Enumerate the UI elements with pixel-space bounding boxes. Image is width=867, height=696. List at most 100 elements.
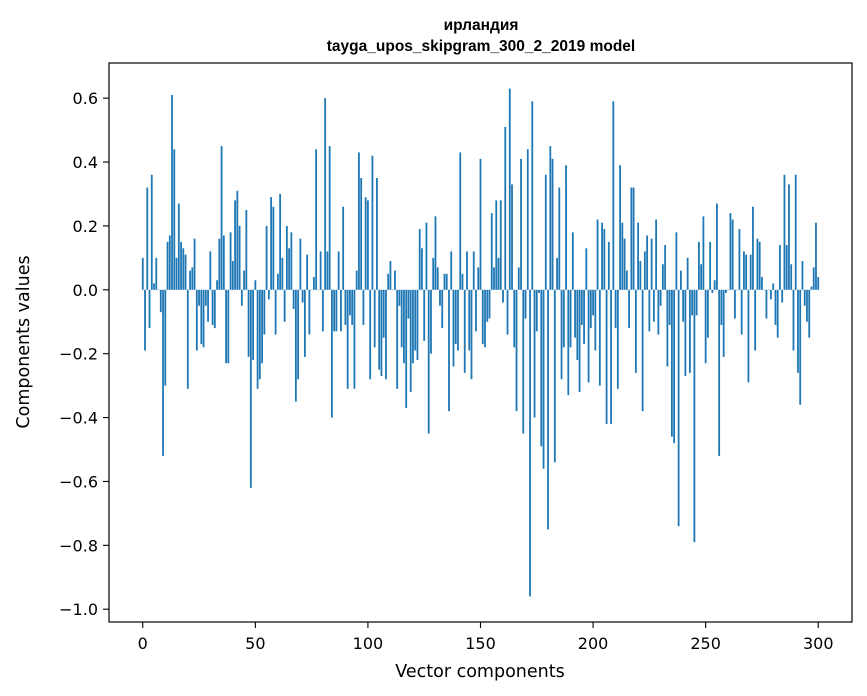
bar-297	[810, 286, 813, 290]
bar-98	[362, 289, 365, 325]
x-tick-label: 250	[690, 634, 721, 653]
bar-119	[409, 289, 412, 393]
bar-51	[256, 289, 259, 389]
bar-53	[261, 289, 263, 364]
bar-33	[216, 280, 218, 290]
bar-152	[484, 289, 486, 348]
bar-34	[218, 238, 221, 290]
bar-49	[252, 289, 254, 361]
bar-76	[312, 277, 315, 290]
bar-259	[725, 289, 727, 293]
bar-232	[664, 245, 667, 290]
bar-206	[605, 289, 608, 424]
bar-134	[443, 273, 446, 290]
bar-143	[463, 289, 466, 373]
bar-67	[292, 289, 295, 309]
x-axis-label: Vector components	[395, 662, 564, 682]
bar-263	[734, 289, 736, 319]
bar-58	[272, 206, 275, 290]
bar-132	[439, 289, 441, 306]
bar-69	[297, 289, 300, 380]
bar-153	[486, 289, 489, 322]
bar-114	[398, 289, 401, 306]
x-tick-label: 0	[138, 634, 148, 653]
bar-223	[643, 251, 646, 290]
bar-37	[225, 289, 227, 364]
bar-131	[436, 267, 439, 290]
bar-286	[785, 245, 788, 290]
bar-221	[639, 261, 642, 290]
bar-299	[815, 222, 817, 290]
bar-237	[675, 232, 678, 290]
bar-190	[569, 289, 572, 348]
bar-60	[276, 273, 279, 290]
bar-288	[790, 264, 793, 290]
bar-109	[387, 273, 390, 290]
bar-298	[812, 267, 815, 290]
bar-99	[364, 197, 367, 290]
bar-43	[238, 225, 241, 290]
bar-22	[191, 267, 194, 290]
bar-160	[502, 289, 504, 303]
bar-91	[346, 289, 349, 389]
bar-214	[623, 238, 626, 290]
bar-154	[488, 289, 491, 319]
bar-218	[632, 187, 635, 290]
bar-209	[612, 101, 615, 290]
bar-48	[249, 289, 252, 488]
bar-228	[655, 219, 658, 290]
bar-219	[634, 289, 637, 373]
bar-253	[711, 289, 714, 293]
bar-175	[535, 289, 538, 332]
bar-194	[578, 289, 581, 393]
bar-26	[200, 289, 203, 345]
bar-139	[454, 289, 457, 345]
bar-96	[358, 152, 360, 290]
bar-233	[666, 289, 669, 367]
bar-290	[794, 174, 797, 290]
bar-128	[430, 289, 432, 354]
bar-47	[247, 289, 250, 357]
bar-195	[580, 289, 583, 325]
bar-135	[445, 273, 448, 290]
bar-63	[283, 289, 286, 322]
bar-198	[587, 289, 590, 383]
bar-106	[380, 289, 383, 377]
bar-245	[693, 289, 696, 543]
bar-168	[520, 158, 522, 290]
bar-238	[677, 289, 680, 527]
bar-116	[403, 289, 405, 364]
bar-239	[679, 270, 682, 290]
bar-268	[745, 254, 748, 290]
bar-261	[729, 213, 732, 290]
bar-133	[441, 289, 444, 329]
bar-192	[574, 289, 576, 338]
bar-211	[616, 289, 619, 389]
bar-159	[499, 200, 502, 290]
bar-285	[783, 174, 786, 290]
bar-201	[594, 289, 597, 351]
bar-165	[513, 289, 516, 348]
bar-256	[718, 289, 721, 456]
y-tick-label: 0.6	[73, 89, 98, 108]
bar-210	[614, 289, 617, 329]
bar-149	[477, 267, 480, 290]
bar-41	[234, 200, 236, 290]
bar-242	[686, 257, 689, 290]
bar-140	[457, 289, 459, 351]
bar-38	[227, 289, 230, 364]
bar-27	[202, 289, 205, 348]
bar-234	[668, 289, 671, 325]
bar-4	[150, 174, 153, 290]
bar-188	[565, 165, 567, 290]
bar-271	[752, 206, 754, 290]
x-tick-label: 100	[353, 634, 384, 653]
bar-191	[571, 232, 574, 290]
bar-252	[709, 241, 712, 290]
y-tick-label: 0.2	[73, 217, 98, 236]
y-tick-label: −1.0	[59, 600, 98, 619]
bar-40	[231, 261, 234, 290]
bar-82	[326, 251, 329, 290]
bar-23	[193, 238, 196, 290]
